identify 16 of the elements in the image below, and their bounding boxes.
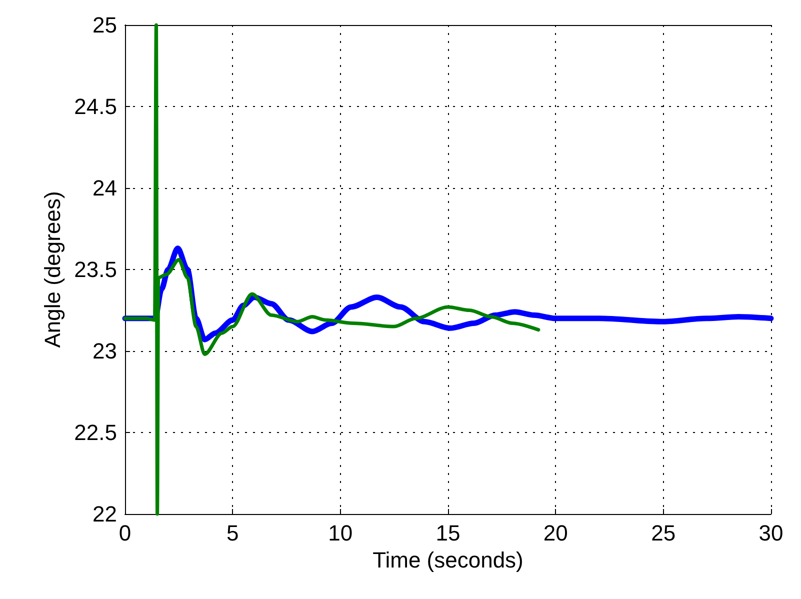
y-tick-label: 24 (92, 176, 117, 200)
y-tick-label: 24.5 (74, 94, 117, 119)
x-tick-label: 20 (543, 520, 568, 546)
x-axis-title: Time (seconds) (372, 547, 524, 572)
x-tick-label: 15 (436, 520, 460, 546)
y-tick-label: 23 (92, 338, 117, 364)
y-tick-label: 22.5 (74, 420, 117, 445)
y-axis-title: Angle (degrees) (40, 191, 65, 348)
y-tick-label: 22 (92, 502, 117, 526)
y-tick-label: 25 (92, 12, 117, 38)
x-tick-label: 0 (118, 520, 132, 546)
y-tick-label: 23.5 (74, 257, 117, 282)
x-tick-label: 30 (758, 520, 784, 546)
x-tick-label: 10 (328, 520, 353, 546)
x-tick-label: 25 (651, 520, 676, 546)
x-tick-label: 5 (226, 520, 239, 546)
